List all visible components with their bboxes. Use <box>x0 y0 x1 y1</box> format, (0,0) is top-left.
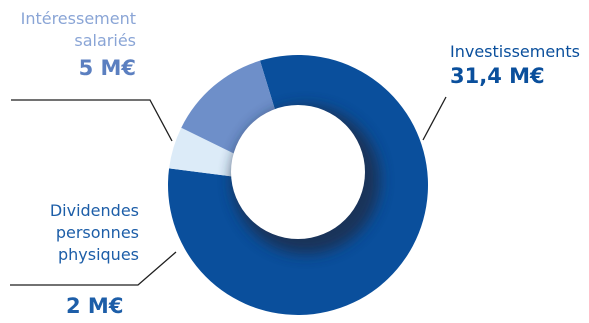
label-dividendes: Dividendes personnes physiques <box>50 200 139 266</box>
value-dividendes: 2 M€ <box>66 294 124 318</box>
label-interessement-salaries: Intéressement salariés 5 M€ <box>21 8 136 81</box>
label-interessement-line-1: Intéressement <box>20 9 136 28</box>
leader-line-interessement <box>11 99 173 142</box>
leader-line-investissements <box>422 96 447 141</box>
label-investissements-line-1: Investissements <box>450 42 580 61</box>
label-dividendes-line-1: Dividendes <box>49 201 139 220</box>
value-interessement: 5 M€ <box>78 56 136 80</box>
leader-lines <box>10 96 447 286</box>
label-dividendes-line-2: personnes <box>55 223 139 242</box>
donut-hole <box>231 105 365 239</box>
label-dividendes-line-3: physiques <box>57 245 139 264</box>
leader-line-dividendes <box>10 251 177 286</box>
label-interessement-line-2: salariés <box>74 31 136 50</box>
value-investissements: 31,4 M€ <box>450 64 545 88</box>
slice-investissements <box>167 54 428 315</box>
label-investissements: Investissements 31,4 M€ <box>450 41 580 89</box>
